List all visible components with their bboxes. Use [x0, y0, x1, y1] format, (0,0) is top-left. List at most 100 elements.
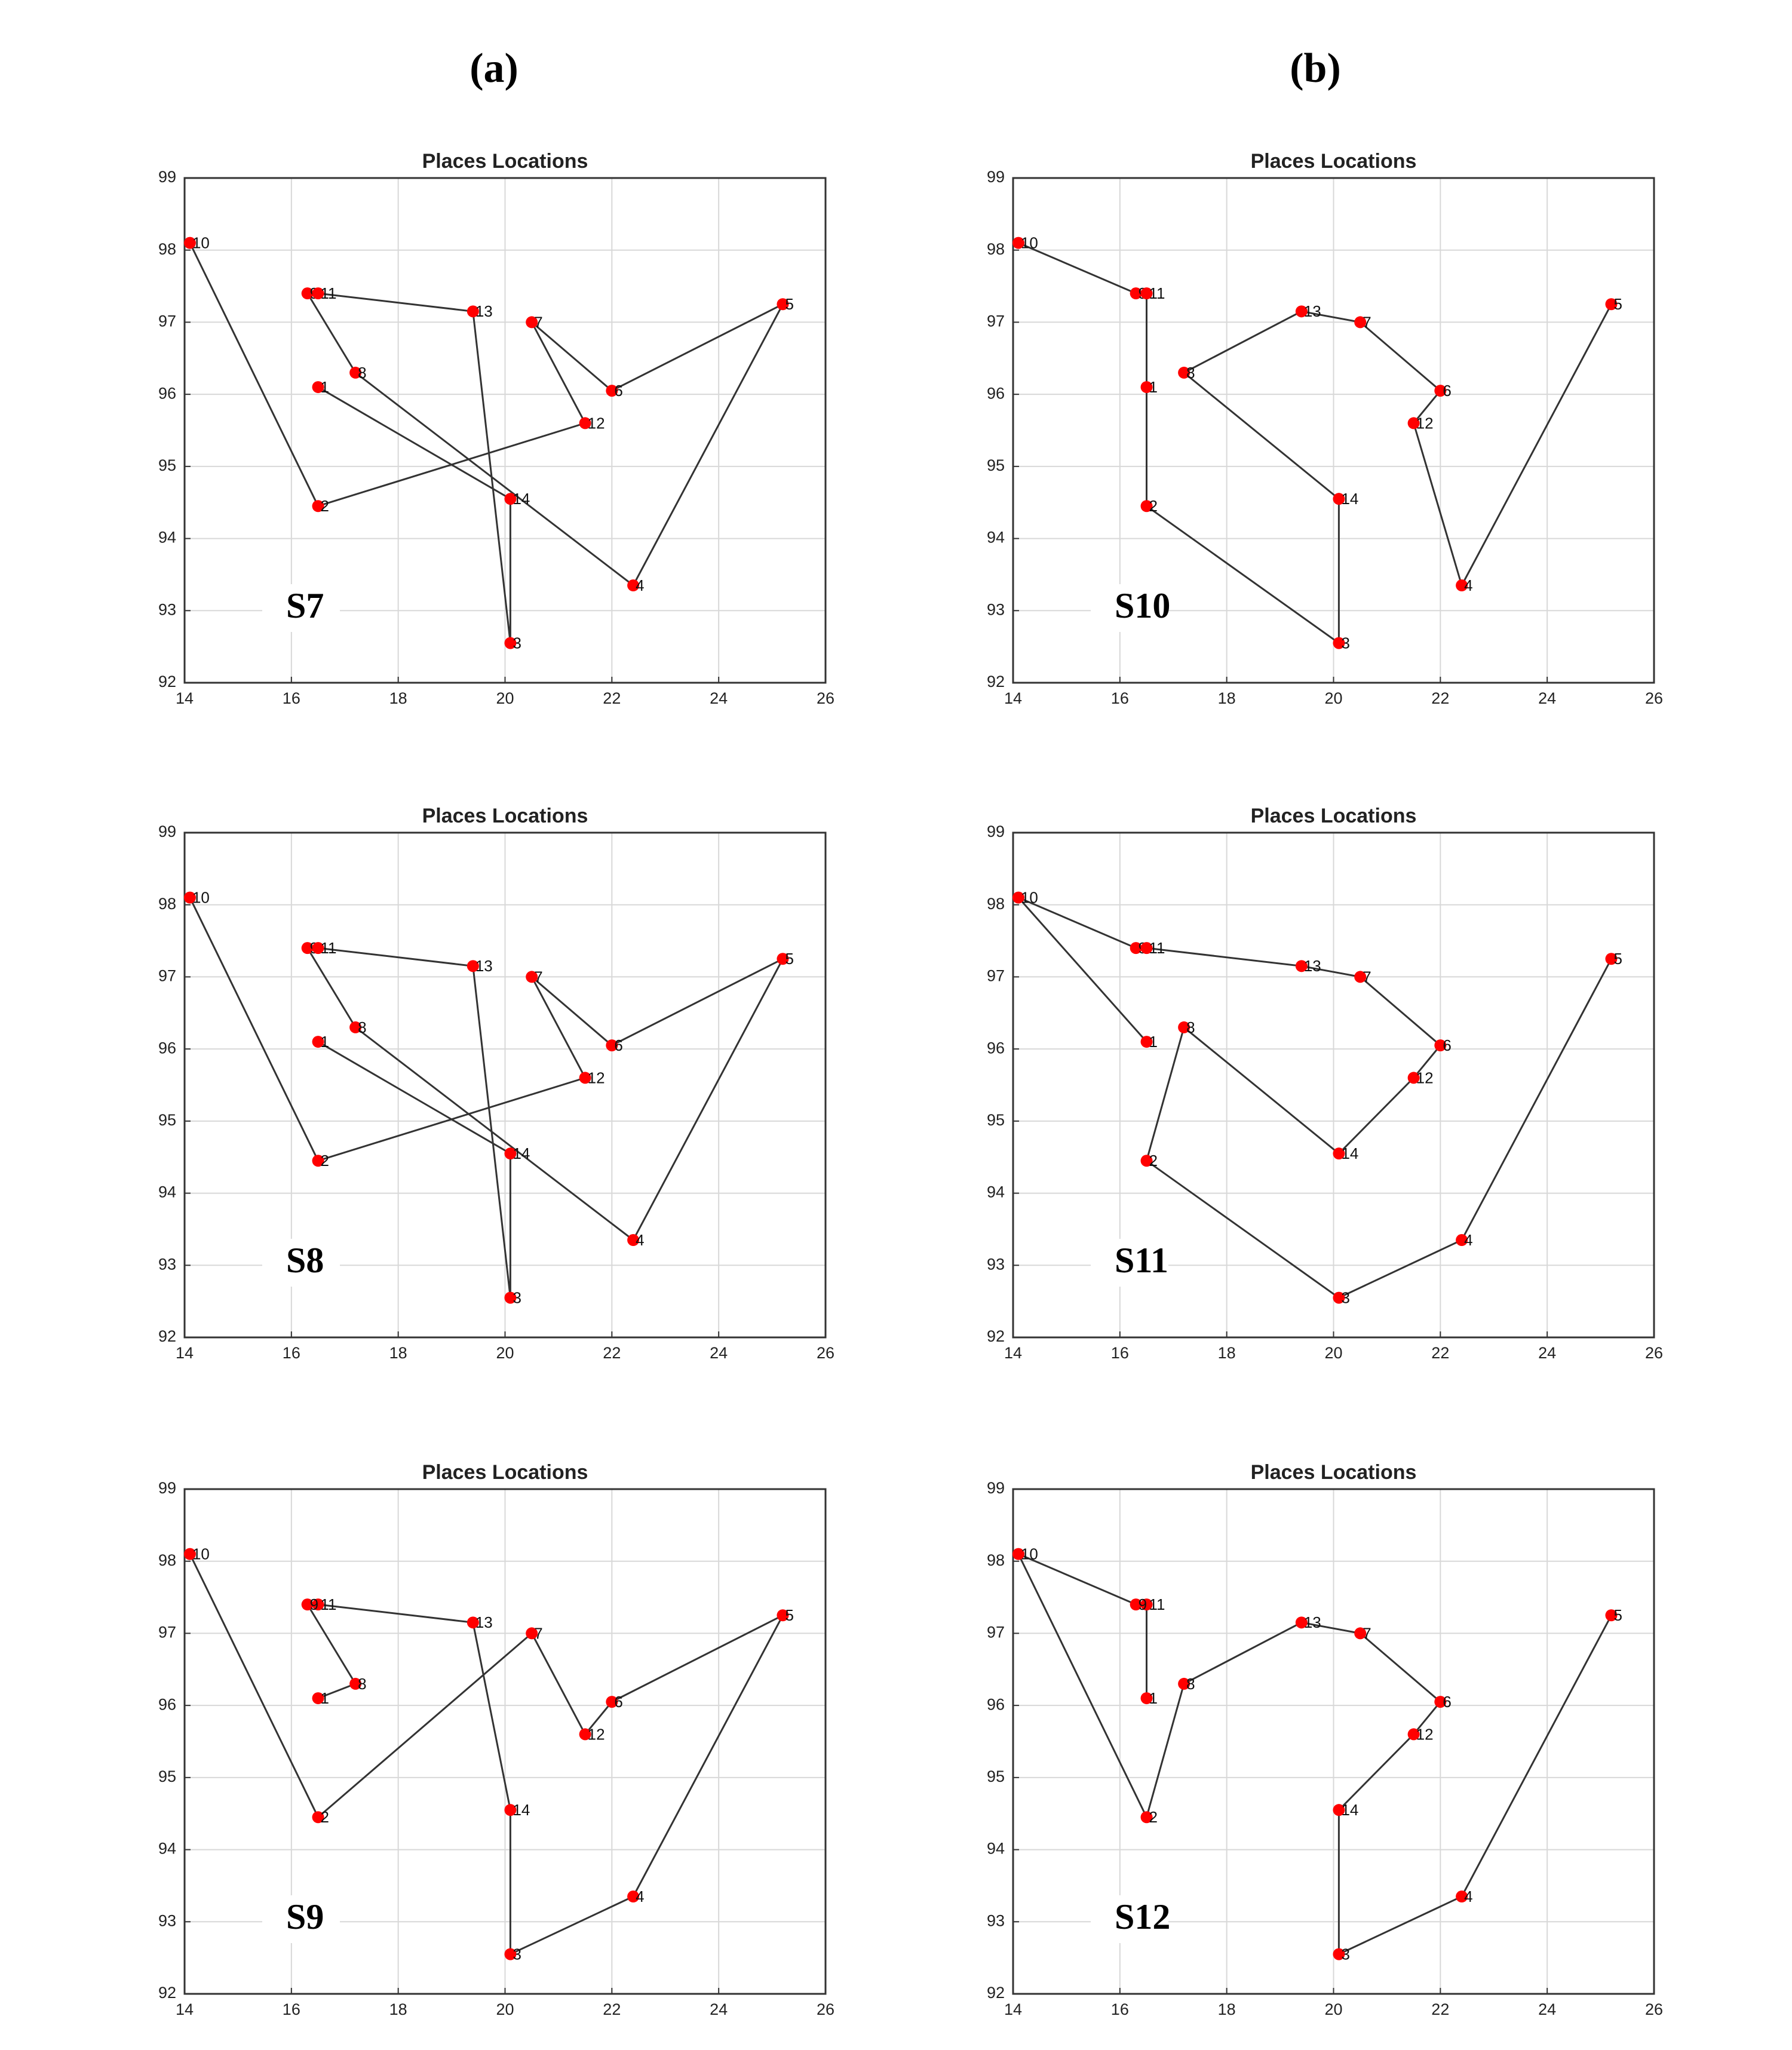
point-label: 2 — [321, 497, 329, 515]
point-label: 7 — [534, 1624, 542, 1642]
x-tick-label: 26 — [817, 2000, 834, 2018]
route-line — [1016, 1552, 1612, 1956]
x-tick-label: 24 — [710, 689, 728, 707]
point-marker — [1140, 381, 1153, 394]
x-tick-label: 14 — [176, 1344, 194, 1362]
point-label: 4 — [636, 1231, 644, 1249]
point-label: 10 — [192, 1545, 210, 1563]
point-label: 12 — [588, 1069, 605, 1087]
point-label: 8 — [1186, 1675, 1195, 1693]
point-label: 2 — [321, 1808, 329, 1826]
point-label: 13 — [1304, 957, 1321, 975]
axes-frame — [183, 177, 827, 684]
point-label: 6 — [614, 382, 622, 400]
x-tick-label: 22 — [1431, 1344, 1449, 1362]
y-tick-label: 94 — [987, 1183, 1005, 1201]
y-tick-label: 92 — [987, 1327, 1005, 1345]
y-tick-label: 92 — [158, 1327, 176, 1345]
point-label: 6 — [1443, 1693, 1451, 1711]
point-label: 8 — [1186, 364, 1195, 382]
point-marker — [1407, 1728, 1420, 1741]
x-tick-label: 18 — [389, 689, 407, 707]
panel-label: S10 — [1115, 586, 1170, 625]
point-marker — [504, 637, 517, 649]
point-marker — [1178, 1021, 1190, 1033]
point-label: 6 — [1443, 382, 1451, 400]
point-label: 8 — [1186, 1018, 1195, 1036]
point-label: 3 — [1341, 1288, 1349, 1306]
point-label: 1 — [321, 378, 329, 396]
point-marker — [1333, 1948, 1345, 1960]
y-tick-label: 92 — [158, 1984, 176, 2002]
y-tick-label: 99 — [987, 1479, 1005, 1497]
point-label: 3 — [1341, 1945, 1349, 1963]
point-label: 8 — [358, 1675, 366, 1693]
x-tick-label: 16 — [1111, 1344, 1129, 1362]
point-label: 5 — [1613, 295, 1622, 313]
x-tick-label: 14 — [1004, 689, 1022, 707]
point-marker — [526, 316, 538, 329]
point-marker — [1456, 1891, 1468, 1903]
point-marker — [312, 942, 324, 955]
point-marker — [1140, 1598, 1153, 1611]
route-line — [189, 242, 785, 643]
y-tick-label: 95 — [987, 456, 1005, 474]
panel-label: S8 — [286, 1241, 324, 1280]
point-label: 13 — [475, 1613, 493, 1631]
y-tick-label: 95 — [987, 1767, 1005, 1785]
point-marker — [349, 1677, 362, 1690]
point-marker — [1130, 1598, 1142, 1611]
x-tick-label: 18 — [1218, 689, 1236, 707]
y-tick-label: 97 — [987, 1624, 1005, 1641]
x-tick-label: 26 — [1645, 2000, 1663, 2018]
y-tick-label: 93 — [987, 600, 1005, 618]
panel-label-bg — [1091, 1895, 1168, 1943]
y-tick-label: 97 — [987, 967, 1005, 985]
point-marker — [1130, 942, 1142, 955]
point-label: 11 — [1149, 1595, 1165, 1613]
y-tick-label: 99 — [158, 1479, 176, 1497]
point-marker — [777, 298, 789, 311]
point-marker — [1012, 1548, 1024, 1560]
point-marker — [504, 1291, 517, 1304]
point-label: 1 — [1149, 1689, 1158, 1707]
point-marker — [777, 953, 789, 965]
point-marker — [1178, 1677, 1190, 1690]
point-marker — [1407, 1072, 1420, 1084]
y-tick-label: 96 — [158, 1695, 176, 1713]
point-label: 11 — [321, 1595, 337, 1613]
point-marker — [312, 1598, 324, 1611]
point-label: 12 — [588, 414, 605, 432]
point-marker — [183, 1548, 196, 1560]
point-marker — [1434, 385, 1447, 397]
point-label: 7 — [534, 313, 542, 331]
x-tick-label: 18 — [389, 2000, 407, 2018]
point-marker — [312, 500, 324, 512]
point-marker — [1140, 1036, 1153, 1048]
y-tick-label: 96 — [987, 1039, 1005, 1057]
point-marker — [1434, 1696, 1447, 1708]
point-marker — [1140, 1155, 1153, 1167]
point-marker — [579, 1728, 591, 1741]
chart-title: Places Locations — [422, 150, 588, 173]
y-tick-label: 94 — [158, 1183, 176, 1201]
point-label: 4 — [1464, 576, 1472, 594]
panel-label: S9 — [286, 1897, 324, 1937]
x-tick-label: 18 — [1218, 2000, 1236, 2018]
x-tick-label: 20 — [1324, 1344, 1342, 1362]
point-label: 10 — [1021, 234, 1038, 252]
point-marker — [1295, 1616, 1308, 1629]
point-marker — [467, 960, 479, 972]
point-label: 10 — [192, 234, 210, 252]
x-tick-label: 14 — [176, 2000, 194, 2018]
point-marker — [1354, 316, 1367, 329]
x-tick-label: 24 — [1538, 2000, 1556, 2018]
point-label: 1 — [321, 1033, 329, 1051]
y-tick-label: 95 — [987, 1111, 1005, 1129]
point-marker — [627, 579, 640, 592]
y-tick-label: 93 — [158, 1911, 176, 1929]
panel-label: S11 — [1115, 1241, 1168, 1280]
y-tick-label: 92 — [987, 1984, 1005, 2002]
